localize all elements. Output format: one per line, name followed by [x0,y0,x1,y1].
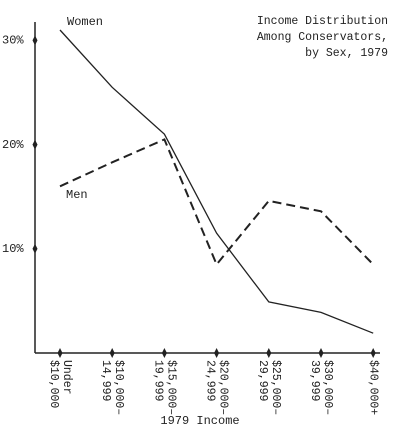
series-label: Women [67,15,103,29]
x-tick [266,348,272,358]
y-tick [32,243,38,254]
x-tick-label: Under $10,000 [47,360,73,409]
series-line [59,138,374,267]
y-tick-label: 10% [2,242,24,256]
x-tick [214,348,220,358]
x-tick [109,348,115,358]
x-tick-label: $25,000– 29,999 [255,360,282,416]
y-tick-label: 30% [2,34,24,48]
x-tick-label: $15,000– 19,999 [151,360,178,416]
x-tick-label: $10,000– 14,999 [99,360,126,416]
y-tick-label: 20% [2,138,24,152]
chart-title: Income Distribution Among Conservators, … [256,15,388,60]
x-tick-label: $30,000– 39,999 [308,360,334,416]
x-tick [161,348,167,358]
x-tick [57,348,63,358]
y-tick [32,139,38,150]
x-tick [318,348,324,358]
x-tick-label: $40,000+ [366,360,380,416]
x-axis-label: 1979 Income [160,414,240,428]
series-label: Men [66,188,88,202]
series-line [59,29,374,334]
x-tick [370,348,376,358]
y-tick [32,35,38,46]
x-tick-label: $20,000– 24,999 [203,360,230,416]
